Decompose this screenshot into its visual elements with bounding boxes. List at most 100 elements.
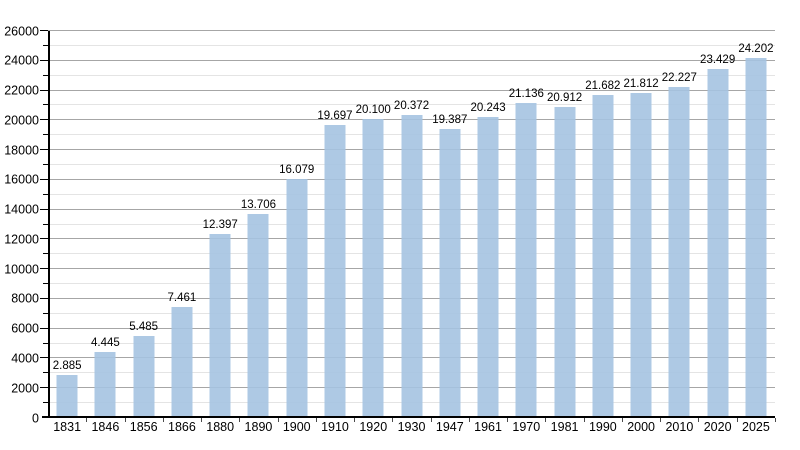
y-axis-tick (43, 283, 48, 285)
bar-value-label: 7.461 (167, 291, 197, 304)
x-tick-label: 1890 (244, 420, 273, 434)
x-axis-tick (277, 418, 279, 422)
y-tick-label: 12000 (4, 232, 39, 247)
x-axis-tick (660, 418, 662, 422)
x-axis-tick (124, 418, 126, 422)
y-axis-tick (43, 104, 48, 106)
bar-1961 (477, 116, 499, 418)
y-tick-label: 14000 (4, 202, 39, 217)
y-tick-label: 24000 (4, 53, 39, 68)
y-axis-tick (43, 74, 48, 76)
y-tick-label: 18000 (4, 142, 39, 157)
bar-value-label: 22.227 (661, 72, 697, 85)
bar-slot: 19.697 (316, 31, 354, 418)
bar-1981 (554, 106, 576, 418)
x-axis-tick (507, 418, 509, 422)
bar-slot: 12.397 (201, 31, 239, 418)
bar-value-label: 19.387 (432, 114, 468, 127)
bar-value-label: 20.912 (546, 91, 583, 104)
x-axis-line (42, 416, 775, 418)
y-axis-tick (40, 119, 48, 121)
bar-1866 (171, 306, 193, 418)
x-tick-label: 1910 (321, 420, 349, 434)
bar-2025 (745, 57, 767, 418)
bar-slot: 22.227 (660, 31, 698, 418)
y-axis-tick (40, 327, 48, 329)
x-axis-tick (775, 418, 776, 422)
y-tick-label: 10000 (4, 261, 39, 276)
x-tick-label: 1947 (435, 420, 464, 434)
x-axis-tick (621, 418, 623, 422)
y-axis-tick (40, 149, 48, 151)
bar-1880 (209, 233, 231, 418)
gridline-major (48, 59, 775, 61)
gridline-major (48, 89, 775, 91)
y-axis-tick (40, 387, 48, 389)
bar-slot: 2.885 (48, 31, 86, 418)
y-axis-tick (43, 402, 48, 404)
x-axis-ticks-layer (48, 31, 776, 422)
x-axis-tick (239, 418, 241, 422)
y-axis-line (48, 31, 50, 418)
bar-2010 (668, 87, 690, 418)
bars-layer: 2.885 4.445 5.485 7.461 12.397 13.706 16.079 19… (48, 31, 775, 418)
y-axis-tick (40, 297, 48, 299)
bar-value-label: 12.397 (202, 218, 238, 231)
x-tick-label: 1846 (91, 420, 120, 434)
x-tick-label: 1990 (588, 420, 617, 434)
plot-area: 2.885 4.445 5.485 7.461 12.397 13.706 16.079 19… (40, 30, 776, 422)
bar-1910 (324, 124, 346, 418)
bar-value-label: 23.429 (700, 54, 736, 67)
bar-slot: 21.136 (507, 31, 545, 418)
bar-slot: 20.372 (392, 31, 430, 418)
x-tick-label: 1930 (397, 420, 426, 434)
x-axis-tick (583, 418, 585, 422)
x-axis-tick (736, 418, 738, 422)
y-tick-label: 6000 (11, 321, 39, 336)
bar-value-label: 2.885 (52, 360, 82, 373)
bar-value-label: 21.682 (585, 80, 621, 93)
bar-slot: 24.202 (737, 31, 775, 418)
bar-value-label: 19.697 (317, 109, 353, 122)
bar-slot: 5.485 (125, 31, 163, 418)
y-axis-tick (43, 342, 48, 344)
y-axis-tick (43, 163, 48, 165)
x-tick-label: 2000 (627, 420, 656, 434)
bar-slot: 20.912 (545, 31, 583, 418)
x-axis-tick (162, 418, 164, 422)
bar-1890 (247, 214, 269, 418)
x-tick-label: 1970 (512, 420, 541, 434)
bar-value-label: 4.445 (91, 336, 120, 349)
x-tick-label: 1981 (550, 420, 579, 434)
y-tick-label: 20000 (4, 113, 39, 128)
bar-2000 (630, 93, 652, 418)
bar-1920 (362, 118, 384, 418)
bar-1846 (94, 351, 116, 418)
bar-value-label: 21.812 (623, 78, 659, 91)
x-axis-tick (430, 418, 432, 422)
y-axis-tick (40, 357, 48, 359)
y-tick-label: 26000 (4, 23, 39, 38)
y-axis-tick (43, 193, 48, 195)
bar-value-label: 20.243 (470, 101, 506, 114)
x-tick-label: 1866 (168, 420, 196, 434)
y-axis-tick (40, 208, 48, 210)
bar-value-label: 24.202 (738, 42, 774, 55)
y-tick-label: 16000 (4, 172, 39, 187)
x-tick-label: 1831 (53, 420, 82, 434)
y-axis-tick (40, 30, 48, 31)
bar-1947 (439, 129, 461, 418)
bar-value-label: 5.485 (129, 321, 159, 334)
y-axis-tick (43, 253, 48, 255)
y-axis-tick (43, 312, 48, 314)
bar-1900 (286, 178, 308, 418)
bar-1930 (401, 114, 423, 418)
y-axis-labels: 0 2000 4000 6000 8000 10000 12000 14000 16000 180… (0, 25, 39, 424)
x-tick-label: 2020 (703, 420, 732, 434)
bar-2020 (707, 69, 729, 418)
bar-slot: 21.682 (584, 31, 622, 418)
bar-slot: 20.243 (469, 31, 507, 418)
y-axis-tick (40, 59, 48, 61)
y-axis-tick (43, 372, 48, 374)
x-tick-label: 1856 (129, 420, 158, 434)
